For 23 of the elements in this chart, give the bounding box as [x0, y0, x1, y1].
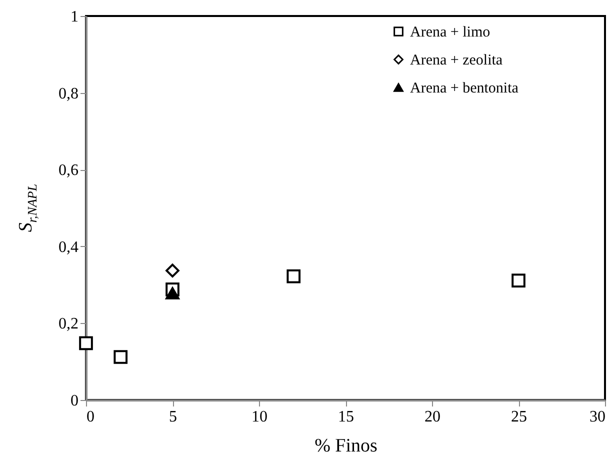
point [512, 274, 526, 288]
y-tick-label: 0,6 [58, 162, 78, 180]
x-tick-label: 0 [86, 408, 94, 426]
point [79, 336, 93, 350]
y-tick-label: 0,4 [58, 238, 78, 256]
point [166, 264, 180, 278]
x-axis-title: % Finos [314, 436, 378, 456]
point [286, 269, 301, 284]
legend-label: Arena + zeolita [410, 52, 503, 68]
y-tick-label: 0,8 [58, 85, 78, 102]
y-tick-label: 1 [70, 8, 78, 26]
legend-label: Arena + bentonita [410, 80, 519, 96]
x-tick-label: 20 [424, 408, 440, 426]
x-tick-label: 5 [169, 408, 177, 426]
x-tick-label: 10 [252, 408, 268, 426]
y-tick-label: 0 [70, 392, 78, 410]
y-tick-label: 0,2 [58, 316, 78, 333]
legend-label: Arena + limo [410, 24, 490, 40]
x-tick-label: 30 [590, 408, 606, 426]
point [166, 287, 180, 300]
x-tick-label: 25 [511, 408, 527, 426]
x-tick-label: 15 [338, 408, 354, 426]
point [114, 350, 128, 364]
